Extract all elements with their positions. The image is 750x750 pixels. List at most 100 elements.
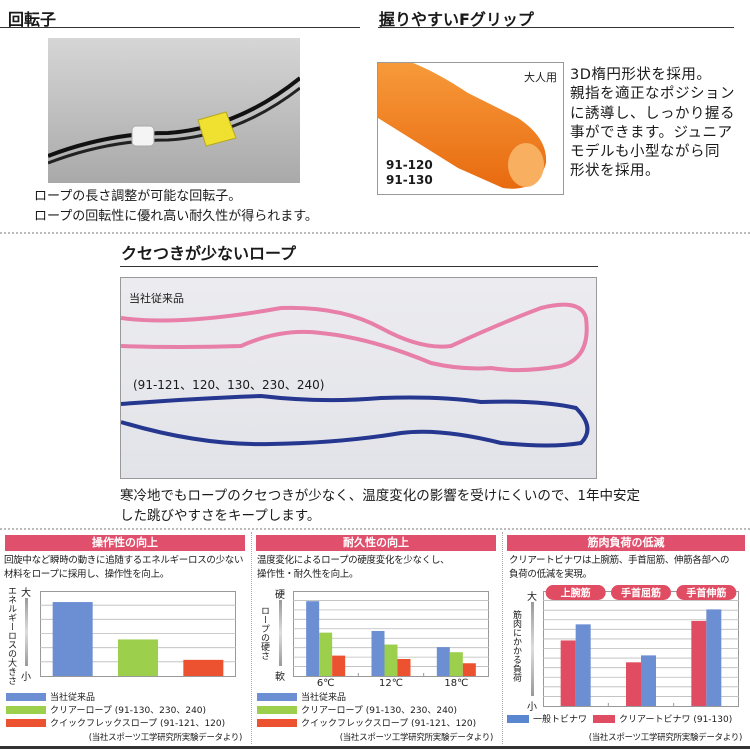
bar bbox=[183, 659, 224, 676]
legend-swatch bbox=[507, 714, 529, 723]
chart3-ylabel: 筋肉にかかる負荷 bbox=[511, 610, 521, 682]
bar bbox=[118, 639, 158, 676]
bar bbox=[306, 601, 320, 676]
x-tick-label: 6℃ bbox=[317, 678, 335, 689]
legend-item: 当社従来品 bbox=[257, 690, 476, 703]
divider bbox=[0, 27, 360, 28]
bar bbox=[397, 659, 411, 676]
grip-illustration bbox=[378, 63, 547, 189]
swivel-title: 回転子 bbox=[8, 10, 57, 29]
swivel-line: ロープの回転性に優れ高い耐久性が得られます。 bbox=[34, 209, 318, 224]
description-line: 回旋中など瞬時の動きに追随するエネルギーロスの少ない bbox=[4, 555, 244, 566]
chart1-y-top: 大 bbox=[21, 588, 31, 599]
divider bbox=[502, 532, 503, 744]
category-pill bbox=[545, 585, 606, 600]
category-pill bbox=[676, 585, 737, 600]
grip-line: 3D楕円形状を採用。 bbox=[570, 67, 712, 83]
swivel-line: ロープの長さ調整が可能な回転子。 bbox=[34, 189, 242, 204]
legend-label: 一般トビナワ bbox=[533, 715, 588, 725]
legend-item: クイックフレックスロープ (91-121、120) bbox=[6, 716, 225, 729]
bar bbox=[706, 609, 722, 706]
legend-swatch bbox=[257, 705, 297, 714]
scale-arrow-icon bbox=[25, 598, 28, 666]
section-divider bbox=[0, 232, 750, 234]
grip-line: 事ができます。ジュニア bbox=[570, 124, 733, 141]
chart1-source: (当社スポーツ工学研究所実験データより) bbox=[88, 733, 243, 743]
chart2-y-top: 硬 bbox=[275, 590, 285, 601]
grip-models: 91-120 91-130 bbox=[386, 158, 433, 188]
chart2-description: 温度変化によるロープの硬度変化を少なくし、 操作性・耐久性を向上。 bbox=[257, 554, 450, 582]
bar bbox=[575, 624, 591, 706]
chart2-plot: 6℃ 12℃ 18℃ bbox=[293, 591, 489, 689]
bar bbox=[462, 663, 476, 676]
category-label: 手首伸筋 bbox=[686, 587, 726, 600]
legend-label: 当社従来品 bbox=[301, 693, 347, 703]
chart1-title: 操作性の向上 bbox=[5, 535, 245, 551]
bar bbox=[691, 620, 707, 706]
rope-title: クセつきが少ないロープ bbox=[121, 244, 297, 263]
chart2-source: (当社スポーツ工学研究所実験データより) bbox=[339, 733, 494, 743]
category-pill bbox=[611, 585, 671, 600]
rope-label-new: (91-121、120、130、230、240) bbox=[133, 378, 325, 392]
bar bbox=[384, 644, 398, 676]
scale-arrow-icon bbox=[531, 602, 534, 696]
chart2-legend: 当社従来品 クリアーロープ (91-130、230、240) クイックフレックス… bbox=[257, 690, 476, 729]
bar bbox=[436, 647, 450, 676]
description-line: クリアートビナワは上腕筋、手首屈筋、伸筋各部への bbox=[509, 555, 730, 566]
description-line: 材料をロープに採用し、操作性を向上。 bbox=[4, 569, 170, 580]
legend-item: クイックフレックスロープ (91-121、120) bbox=[257, 716, 476, 729]
legend-item: クリアートビナワ (91-130) bbox=[593, 712, 732, 725]
category-label: 上腕筋 bbox=[561, 587, 591, 600]
x-tick-label: 12℃ bbox=[379, 678, 403, 689]
grip-line: 親指を適正なポジション bbox=[570, 86, 735, 103]
chart2-title: 耐久性の向上 bbox=[256, 535, 496, 551]
legend-label: クイックフレックスロープ (91-121、120) bbox=[301, 719, 477, 729]
swivel-text: ロープの長さ調整が可能な回転子。 ロープの回転性に優れ高い耐久性が得られます。 bbox=[34, 187, 318, 227]
legend-swatch bbox=[6, 718, 46, 727]
bar bbox=[626, 662, 641, 706]
divider bbox=[378, 27, 734, 28]
chart3-description: クリアートビナワは上腕筋、手首屈筋、伸筋各部への 負荷の低減を実現。 bbox=[509, 554, 730, 582]
grip-line: 形状を採用。 bbox=[570, 163, 660, 180]
legend-label: クリアーロープ (91-130、230、240) bbox=[301, 706, 458, 716]
rope-line: した跳びやすさをキープします。 bbox=[120, 508, 321, 524]
rope-text: 寒冷地でもロープのクセつきが少なく、温度変化の影響を受けにくいので、1年中安定 … bbox=[120, 486, 640, 526]
chart2-ylabel: ロープの硬さ bbox=[259, 606, 269, 660]
bottom-rule bbox=[0, 746, 750, 749]
legend-swatch bbox=[257, 718, 297, 727]
bar bbox=[332, 655, 346, 676]
description-line: 負荷の低減を実現。 bbox=[509, 569, 592, 580]
chart2-y-bottom: 軟 bbox=[275, 672, 285, 683]
legend-swatch bbox=[6, 692, 46, 701]
bar bbox=[371, 630, 385, 676]
scale-arrow-icon bbox=[279, 600, 282, 666]
section-divider bbox=[0, 528, 750, 530]
divider bbox=[120, 266, 598, 267]
legend-item: クリアーロープ (91-130、230、240) bbox=[6, 703, 225, 716]
grip-text: 3D楕円形状を採用。 親指を適正なポジション に誘導し、しっかり握る 事ができま… bbox=[570, 66, 735, 182]
legend-swatch bbox=[6, 705, 46, 714]
chart3-y-bottom: 小 bbox=[527, 702, 537, 713]
grip-line: に誘導し、しっかり握る bbox=[570, 105, 735, 122]
grip-title: 握りやすいFグリップ bbox=[379, 10, 534, 29]
bar bbox=[52, 602, 93, 676]
legend-label: 当社従来品 bbox=[50, 693, 96, 703]
bar bbox=[641, 655, 656, 706]
divider bbox=[251, 532, 252, 744]
rope-line: 寒冷地でもロープのクセつきが少なく、温度変化の影響を受けにくいので、1年中安定 bbox=[120, 488, 640, 504]
model-number: 91-130 bbox=[386, 173, 433, 187]
chart3-source: (当社スポーツ工学研究所実験データより) bbox=[588, 733, 743, 743]
chart1-ylabel: エネルギーロスの大きさ bbox=[6, 586, 16, 685]
chart1-description: 回旋中など瞬時の動きに追随するエネルギーロスの少ない 材料をロープに採用し、操作… bbox=[4, 554, 249, 582]
bar bbox=[560, 640, 576, 706]
bar bbox=[449, 652, 463, 676]
chart3-plot: 上腕筋 手首屈筋 手首伸筋 bbox=[543, 585, 739, 707]
legend-swatch bbox=[593, 714, 616, 723]
rope-photo: 当社従来品 (91-121、120、130、230、240) bbox=[120, 277, 597, 479]
swivel-illustration bbox=[47, 76, 302, 165]
chart3-title: 筋肉負荷の低減 bbox=[507, 535, 745, 551]
legend-item: 当社従来品 bbox=[6, 690, 225, 703]
legend-item: 一般トビナワ bbox=[507, 712, 587, 725]
legend-swatch bbox=[257, 692, 297, 701]
chart3-legend: 一般トビナワ クリアートビナワ (91-130) bbox=[507, 712, 732, 725]
